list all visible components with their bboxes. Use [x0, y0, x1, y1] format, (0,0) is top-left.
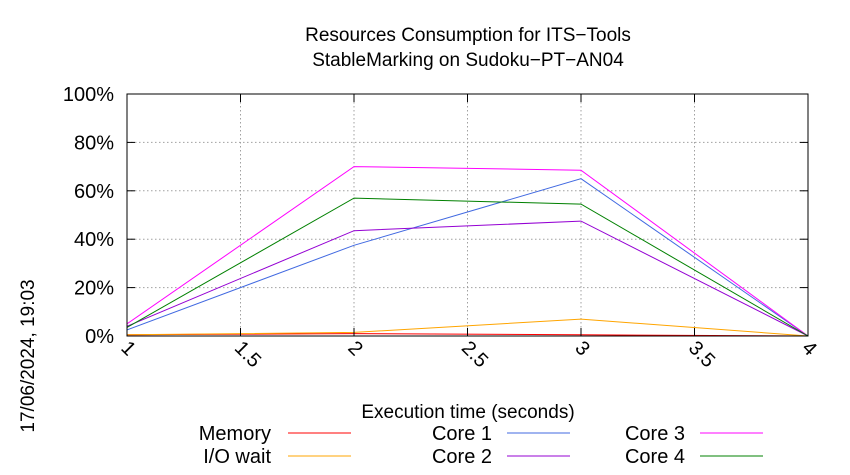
x-tick-label: 2 — [343, 337, 366, 360]
y-tick-label: 0% — [85, 326, 114, 348]
timestamp-label: 17/06/2024, 19:03 — [18, 279, 39, 432]
chart-subtitle: StableMarking on Sudoku−PT−AN04 — [312, 50, 624, 71]
x-tick-label: 4 — [797, 337, 820, 360]
x-tick-label: 2.5 — [457, 337, 492, 372]
y-tick-label: 20% — [74, 278, 114, 300]
y-tick-label: 60% — [74, 181, 114, 203]
chart-title: Resources Consumption for ITS−Tools — [305, 25, 631, 46]
x-tick-label: 3 — [570, 337, 593, 360]
x-axis-label: Execution time (seconds) — [361, 402, 574, 423]
x-tick-label: 1 — [116, 337, 139, 360]
series-line-core-2 — [126, 220, 809, 337]
legend-label-core-1: Core 1 — [432, 423, 492, 445]
legend-label-core-2: Core 2 — [432, 446, 492, 468]
legend-label-core-4: Core 4 — [625, 446, 685, 468]
series-line-core-3 — [126, 166, 809, 337]
legend-label-core-3: Core 3 — [625, 423, 685, 445]
x-tick-label: 3.5 — [684, 337, 719, 372]
y-tick-label: 80% — [74, 132, 114, 154]
series-line-core-4 — [126, 197, 809, 337]
x-tick-label: 1.5 — [230, 337, 265, 372]
series-line-core-1 — [126, 178, 809, 337]
legend-label-i-o-wait: I/O wait — [203, 446, 271, 468]
legend-label-memory: Memory — [199, 423, 271, 445]
y-tick-label: 100% — [63, 84, 114, 106]
grid — [127, 94, 808, 336]
y-tick-label: 40% — [74, 229, 114, 251]
